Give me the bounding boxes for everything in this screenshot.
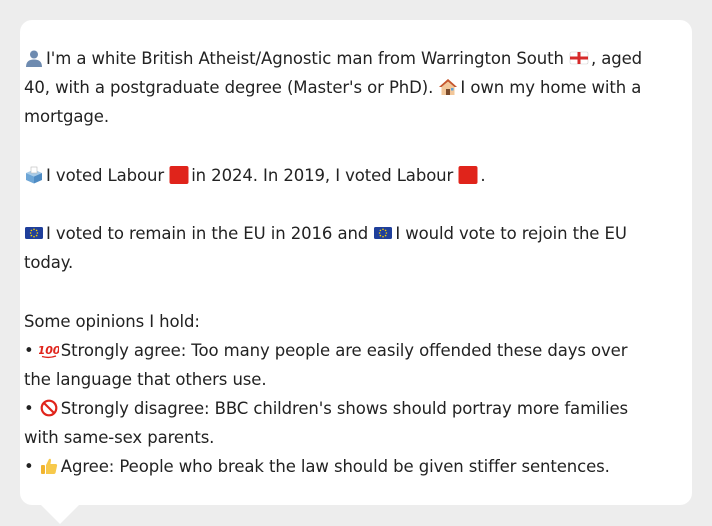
svg-text:100: 100: [39, 344, 59, 357]
opinion-item: • 100 Strongly agree: Too many people ar…: [24, 341, 628, 389]
person-icon: [24, 49, 44, 67]
bubble-tail: [40, 504, 80, 524]
prohibited-icon: [39, 399, 59, 417]
hundred-points-icon: 100: [39, 341, 59, 359]
message-bubble: [20, 20, 692, 505]
profile-text-part3: I own my home with a mortgage.: [24, 78, 642, 126]
eu-flag-icon: [373, 224, 393, 242]
opinion-text-3: Agree: People who break the law should b…: [60, 457, 610, 476]
bullet: •: [24, 457, 34, 476]
votes-text-part2: in 2024. In 2019, I voted Labour: [191, 166, 454, 185]
ballot-box-icon: [24, 166, 44, 184]
red-square-icon: [169, 166, 189, 184]
red-square-icon: [458, 166, 478, 184]
opinion-item: • Agree: People who break the law should…: [24, 457, 610, 476]
house-icon: [438, 78, 458, 96]
bullet: •: [24, 399, 34, 418]
profile-paragraph: I'm a white British Atheist/Agnostic man…: [24, 44, 654, 131]
thumbs-up-icon: [39, 457, 59, 475]
profile-text-part1: I'm a white British Atheist/Agnostic man…: [46, 49, 564, 68]
opinion-text-1: Strongly agree: Too many people are easi…: [24, 341, 628, 389]
profile-text-part2: , aged 40, with a postgraduate degree (M…: [24, 49, 643, 97]
eu-flag-icon: [24, 224, 44, 242]
votes-text-part1: I voted Labour: [46, 166, 165, 185]
opinions-paragraph: Some opinions I hold: • 100 Strongly agr…: [24, 307, 654, 481]
eu-paragraph: I voted to remain in the EU in 2016 and …: [24, 219, 654, 277]
opinion-text-2: Strongly disagree: BBC children's shows …: [24, 399, 629, 447]
england-flag-icon: [569, 49, 589, 67]
votes-paragraph: I voted Labour in 2024. In 2019, I voted…: [24, 161, 654, 190]
eu-text-part2: I would vote to rejoin the EU today.: [24, 224, 627, 272]
opinions-heading: Some opinions I hold:: [24, 312, 200, 331]
bullet: •: [24, 341, 34, 360]
opinion-item: • Strongly disagree: BBC children's show…: [24, 399, 628, 447]
eu-text-part1: I voted to remain in the EU in 2016 and: [46, 224, 369, 243]
votes-text-part3: .: [480, 166, 486, 185]
